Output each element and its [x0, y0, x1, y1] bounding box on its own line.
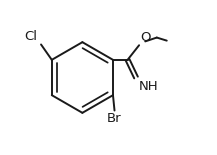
Text: NH: NH: [138, 80, 158, 93]
Text: Cl: Cl: [24, 30, 37, 43]
Text: O: O: [140, 31, 150, 44]
Text: Br: Br: [107, 112, 122, 125]
